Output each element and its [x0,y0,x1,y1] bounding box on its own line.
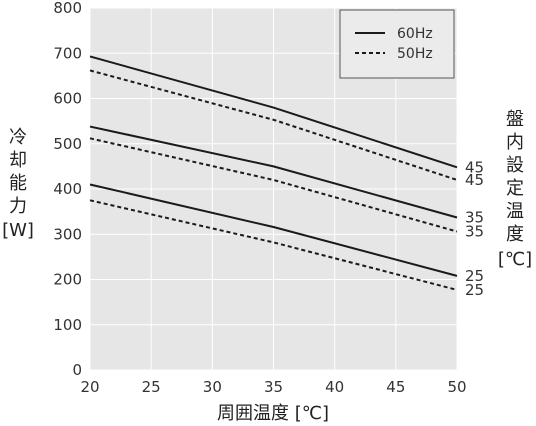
x-tick-label: 35 [264,378,283,396]
series-line-50hz-45 [89,69,458,181]
y-axis-title-char: 力 [9,196,27,217]
y-tick-label: 300 [53,225,82,243]
grid-lines [89,7,458,371]
right-axis-title-char: 度 [506,224,524,245]
x-tick-label: 40 [325,378,344,396]
legend: 60Hz 50Hz [339,9,455,79]
series-line-50hz-35 [89,137,458,233]
setpoint-label: 25 [465,267,484,285]
y-axis-title-char: 冷 [9,127,27,148]
legend-label-60hz: 60Hz [397,26,433,42]
y-tick-label: 400 [53,180,82,198]
right-axis-title-char: 盤 [506,109,524,130]
series-line-60hz-35 [89,125,458,219]
setpoint-label: 35 [465,223,484,241]
x-axis-title: 周囲温度 [℃] [217,403,329,424]
setpoint-label: 45 [465,171,484,189]
y-tick-label: 600 [53,90,82,108]
setpoint-label: 45 [465,158,484,176]
right-axis-title-char: 内 [506,132,524,153]
y-tick-label: 500 [53,135,82,153]
right-axis-title-char: 温 [506,201,524,222]
series-line-60hz-25 [89,183,458,277]
data-lines [89,55,458,291]
y-axis-title-char: 却 [9,150,27,171]
right-axis-title-char: 設 [506,155,524,176]
legend-label-50hz: 50Hz [397,46,433,62]
legend-box [339,9,455,79]
y-axis-title-char: [W] [2,220,34,241]
y-tick-label: 200 [53,271,82,289]
y-tick-labels: 0 100 200 300 400 500 600 700 800 [53,0,82,379]
x-tick-label: 20 [80,378,99,396]
x-tick-labels: 20 25 30 35 40 45 50 [80,378,466,396]
y-tick-label: 100 [53,316,82,334]
setpoint-label: 25 [465,281,484,299]
y-tick-label: 0 [72,361,82,379]
y-tick-label: 700 [53,44,82,62]
setpoint-label: 35 [465,209,484,227]
x-tick-label: 25 [142,378,161,396]
x-tick-label: 45 [386,378,405,396]
y-axis-title-char: 能 [9,173,27,194]
right-axis-title-char: [℃] [498,249,532,270]
series-line-60hz-45 [89,55,458,169]
right-axis-title-char: 定 [506,178,524,199]
y-tick-label: 800 [53,0,82,17]
x-tick-label: 30 [203,378,222,396]
x-tick-label: 50 [447,378,466,396]
